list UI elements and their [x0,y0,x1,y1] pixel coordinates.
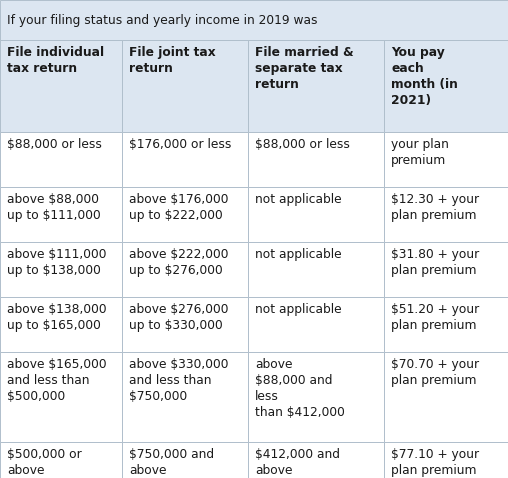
Text: above $111,000
up to $138,000: above $111,000 up to $138,000 [7,248,107,277]
Bar [0,297,122,352]
Bar [384,242,508,297]
Bar [122,442,248,478]
Bar [384,40,508,132]
Text: not applicable: not applicable [255,248,341,261]
Bar [248,132,384,187]
Text: above $330,000
and less than
$750,000: above $330,000 and less than $750,000 [129,358,229,403]
Text: $88,000 or less: $88,000 or less [7,138,102,151]
Text: $750,000 and
above: $750,000 and above [129,448,214,477]
Bar [0,132,122,187]
Text: $31.80 + your
plan premium: $31.80 + your plan premium [391,248,479,277]
Text: $500,000 or
above: $500,000 or above [7,448,82,477]
Bar [0,40,122,132]
Bar [0,0,508,40]
Text: File married &
separate tax
return: File married & separate tax return [255,46,354,91]
Text: $176,000 or less: $176,000 or less [129,138,231,151]
Bar [384,187,508,242]
Bar [248,352,384,442]
Text: $412,000 and
above: $412,000 and above [255,448,340,477]
Text: above
$88,000 and
less
than $412,000: above $88,000 and less than $412,000 [255,358,345,419]
Bar [0,352,122,442]
Text: $51.20 + your
plan premium: $51.20 + your plan premium [391,303,479,332]
Bar [122,40,248,132]
Text: above $138,000
up to $165,000: above $138,000 up to $165,000 [7,303,107,332]
Text: above $88,000
up to $111,000: above $88,000 up to $111,000 [7,193,101,222]
Bar [248,297,384,352]
Bar [384,132,508,187]
Bar [248,442,384,478]
Text: $12.30 + your
plan premium: $12.30 + your plan premium [391,193,479,222]
Bar [0,187,122,242]
Text: above $276,000
up to $330,000: above $276,000 up to $330,000 [129,303,229,332]
Text: above $222,000
up to $276,000: above $222,000 up to $276,000 [129,248,229,277]
Bar [122,352,248,442]
Bar [248,40,384,132]
Text: above $176,000
up to $222,000: above $176,000 up to $222,000 [129,193,229,222]
Bar [122,242,248,297]
Bar [0,442,122,478]
Text: You pay
each
month (in
2021): You pay each month (in 2021) [391,46,458,107]
Text: not applicable: not applicable [255,193,341,206]
Text: $88,000 or less: $88,000 or less [255,138,350,151]
Text: File individual
tax return: File individual tax return [7,46,104,75]
Bar [384,297,508,352]
Text: File joint tax
return: File joint tax return [129,46,215,75]
Text: If your filing status and yearly income in 2019 was: If your filing status and yearly income … [7,13,318,26]
Bar [122,297,248,352]
Bar [248,187,384,242]
Text: your plan
premium: your plan premium [391,138,449,167]
Text: not applicable: not applicable [255,303,341,316]
Text: $70.70 + your
plan premium: $70.70 + your plan premium [391,358,479,387]
Text: $77.10 + your
plan premium: $77.10 + your plan premium [391,448,479,477]
Text: above $165,000
and less than
$500,000: above $165,000 and less than $500,000 [7,358,107,403]
Bar [384,442,508,478]
Bar [0,242,122,297]
Bar [384,352,508,442]
Bar [122,187,248,242]
Bar [248,242,384,297]
Bar [122,132,248,187]
